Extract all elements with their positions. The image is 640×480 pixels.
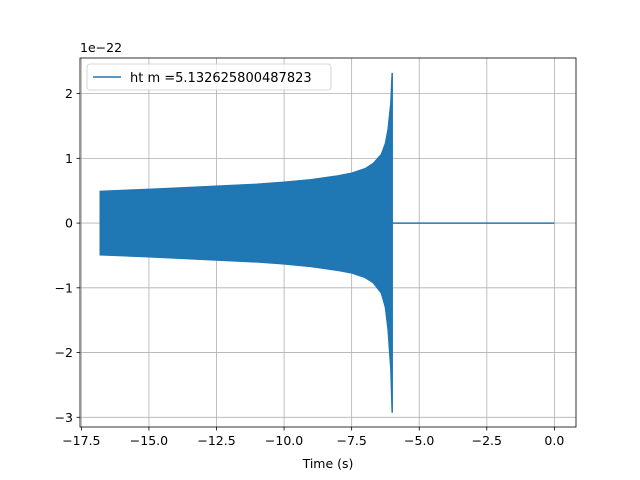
series-waveform-envelope (99, 72, 393, 413)
x-tick-label: 0.0 (544, 433, 564, 448)
x-axis-label: Time (s) (302, 456, 354, 471)
y-tick-label: −2 (55, 345, 73, 360)
x-tick-label: −7.5 (336, 433, 366, 448)
x-tick-label: −10.0 (265, 433, 303, 448)
x-tick-label: −17.5 (62, 433, 100, 448)
y-tick-label: −1 (55, 280, 73, 295)
x-tick-label: −2.5 (472, 433, 502, 448)
x-tick-label: −15.0 (130, 433, 168, 448)
data-series (99, 72, 555, 413)
y-tick-label: 0 (65, 216, 73, 231)
x-tick-label: −5.0 (404, 433, 434, 448)
y-tick-label: −3 (55, 410, 73, 425)
y-tick-label: 1 (65, 151, 73, 166)
legend: ht m =5.132625800487823 (86, 63, 332, 91)
legend-box (86, 63, 332, 91)
plot-area (79, 57, 577, 428)
y-axis-ticks: −3 −2 −1 0 1 2 (55, 86, 80, 425)
y-offset-label: 1e−22 (80, 40, 122, 55)
y-tick-label: 2 (65, 86, 73, 101)
legend-label: ht m =5.132625800487823 (130, 71, 312, 86)
x-axis-ticks: −17.5 −15.0 −12.5 −10.0 −7.5 −5.0 −2.5 0.0 (62, 427, 564, 448)
x-tick-label: −12.5 (197, 433, 235, 448)
axes-frame (79, 57, 577, 428)
